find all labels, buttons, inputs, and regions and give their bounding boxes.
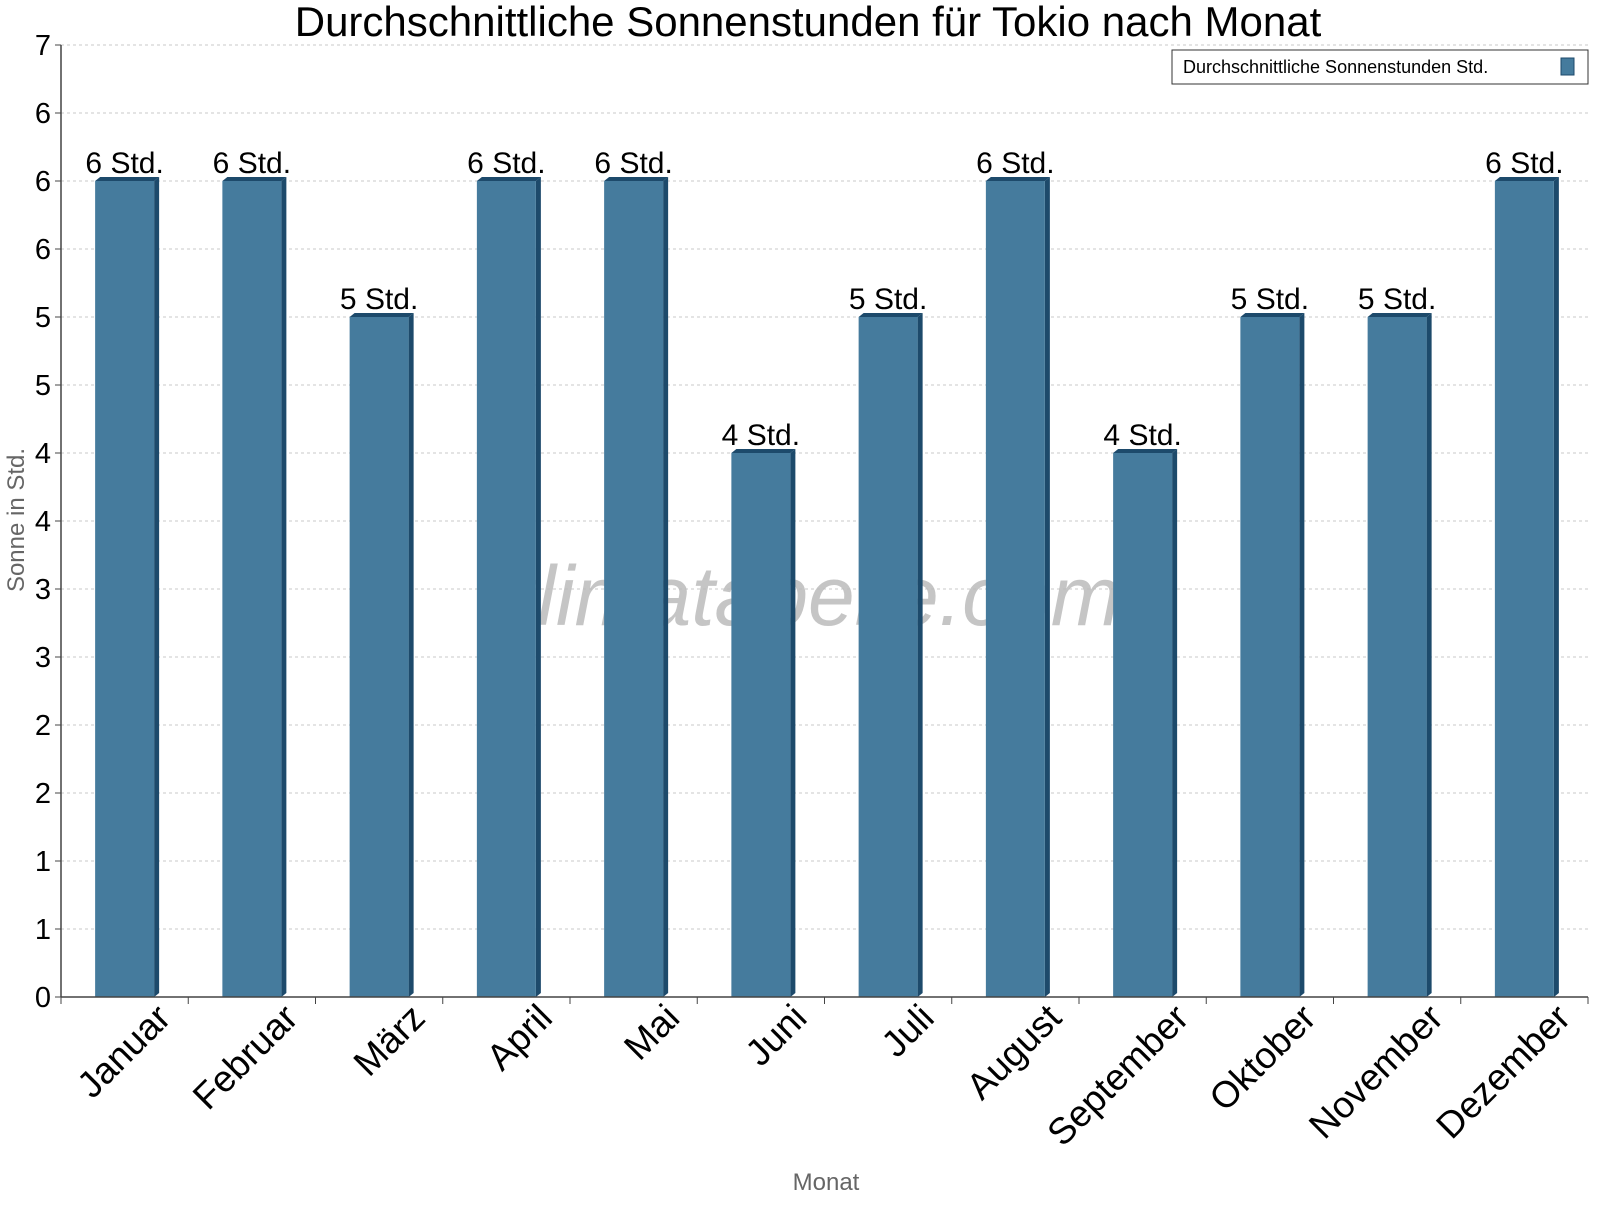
y-tick-label: 2 [35,710,51,742]
bar-top [604,177,669,181]
bar-side [1172,449,1178,997]
bar-top [1113,449,1178,453]
bar-group: 6 Std. [1485,147,1564,997]
bar-top [476,177,541,181]
bar-group: 5 Std. [849,283,927,997]
data-label: 6 Std. [85,147,163,180]
y-tick-label: 6 [35,98,51,130]
bar-side [1044,177,1050,997]
bar [349,317,409,997]
bar [95,181,155,997]
data-label: 6 Std. [976,147,1054,180]
data-label: 4 Std. [722,419,800,452]
y-tick-label: 5 [35,302,51,334]
bar [604,181,664,997]
y-tick-label: 3 [35,642,51,674]
bar-top [1494,177,1559,181]
bar [1113,453,1173,997]
x-tick-label: Oktober [1201,997,1323,1119]
bar-top [985,177,1050,181]
bar-group: 6 Std. [976,147,1055,997]
data-label: 5 Std. [340,283,418,316]
legend-label: Durchschnittliche Sonnenstunden Std. [1183,57,1488,77]
x-tick-label: April [479,997,560,1078]
x-tick-label: Februar [185,997,306,1118]
y-tick-label: 6 [35,166,51,198]
bar-side [790,449,796,997]
bar [985,181,1045,997]
bar [858,317,918,997]
bar-top [858,313,923,317]
y-tick-label: 5 [35,370,51,402]
bar-side [154,177,160,997]
y-tick-label: 4 [35,506,51,538]
y-axis-title: Sonne in Std. [3,448,30,592]
y-tick-label: 0 [35,982,51,1014]
bar-top [95,177,160,181]
bar [731,453,791,997]
bar-top [349,313,414,317]
bar-top [731,449,796,453]
bar-group: 6 Std. [594,147,673,997]
legend-box [1171,49,1589,85]
x-tick-label: Dezember [1428,997,1578,1147]
bar-group: 4 Std. [722,419,800,997]
data-label: 5 Std. [849,283,927,316]
data-label: 6 Std. [467,147,545,180]
data-label: 6 Std. [594,147,672,180]
bar-side [663,177,669,997]
bar-side [1553,177,1559,997]
x-tick-label: Juni [738,997,815,1074]
bar [1240,317,1300,997]
y-tick-label: 7 [35,30,51,62]
bar-group: 6 Std. [467,147,546,997]
bar [1367,317,1427,997]
chart-title: Durchschnittliche Sonnenstunden für Toki… [295,0,1322,45]
bar-group: 4 Std. [1103,419,1182,997]
bar-side [408,313,414,997]
x-tick-label: März [346,997,433,1084]
x-tick-label: Juli [874,997,942,1065]
bar-top [1240,313,1305,317]
data-label: 6 Std. [1485,147,1563,180]
bar [222,181,282,997]
x-tick-label: Januar [69,997,178,1106]
data-label: 5 Std. [1358,283,1436,316]
y-tick-label: 1 [35,846,51,878]
y-tick-label: 1 [35,914,51,946]
x-axis-title: Monat [793,1169,860,1196]
bar-side [1299,313,1305,997]
y-tick-label: 3 [35,574,51,606]
bar-side [535,177,541,997]
bar-top [222,177,287,181]
bar-side [917,313,923,997]
y-tick-label: 2 [35,778,51,810]
bar [1494,181,1554,997]
data-label: 4 Std. [1103,419,1181,452]
bar-group: 5 Std. [340,283,418,997]
data-label: 5 Std. [1231,283,1309,316]
bar-group: 5 Std. [1231,283,1309,997]
bar-group: 6 Std. [213,147,291,997]
bar-group: 5 Std. [1358,283,1436,997]
data-label: 6 Std. [213,147,291,180]
bar-side [281,177,287,997]
bar-side [1426,313,1432,997]
bar-group: 6 Std. [85,147,164,997]
x-tick-label: Mai [616,997,687,1068]
bar-top [1367,313,1432,317]
x-tick-label: August [959,996,1070,1107]
x-tick-label: November [1301,997,1451,1147]
bar [476,181,536,997]
legend-swatch [1560,57,1575,76]
y-tick-label: 6 [35,234,51,266]
legend: Durchschnittliche Sonnenstunden Std. [1171,49,1589,85]
y-tick-label: 4 [35,438,51,470]
